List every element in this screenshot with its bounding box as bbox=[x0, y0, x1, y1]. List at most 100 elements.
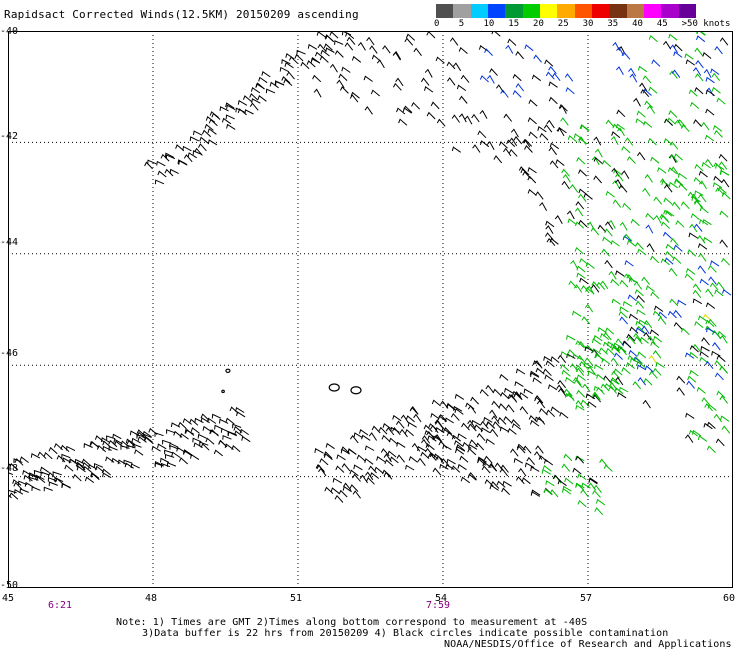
wind-barb bbox=[501, 487, 511, 496]
wind-barb bbox=[663, 184, 673, 193]
wind-barb bbox=[432, 467, 442, 476]
wind-barb bbox=[527, 117, 537, 125]
wind-barb bbox=[671, 201, 681, 210]
wind-barb bbox=[269, 81, 279, 89]
wind-barb bbox=[575, 483, 585, 491]
wind-barb bbox=[588, 477, 598, 485]
wind-barb bbox=[669, 141, 679, 150]
wind-barb bbox=[619, 279, 629, 288]
wind-barb bbox=[137, 436, 147, 443]
wind-barb bbox=[717, 330, 727, 338]
wind-barb bbox=[490, 481, 500, 489]
wind-barb bbox=[219, 106, 229, 112]
wind-barb bbox=[477, 130, 487, 139]
wind-barb bbox=[283, 78, 293, 86]
wind-barb bbox=[499, 468, 509, 477]
wind-barb bbox=[692, 283, 702, 292]
wind-barb bbox=[524, 145, 533, 153]
wind-barb bbox=[600, 383, 610, 392]
wind-barb bbox=[392, 51, 401, 61]
wind-barb bbox=[382, 45, 391, 54]
wind-barb bbox=[592, 489, 601, 498]
wind-barb bbox=[575, 201, 585, 210]
wind-barb bbox=[265, 88, 276, 94]
wind-barb bbox=[655, 361, 665, 368]
wind-barb bbox=[430, 412, 440, 420]
legend-label: 45 bbox=[656, 19, 668, 29]
wind-barb bbox=[390, 426, 400, 433]
wind-barb bbox=[691, 429, 702, 437]
wind-barb bbox=[237, 108, 247, 116]
wind-barb bbox=[341, 66, 351, 73]
wind-barb bbox=[184, 429, 194, 435]
wind-barb bbox=[687, 375, 697, 383]
wind-barb bbox=[567, 349, 577, 357]
wind-barb bbox=[334, 50, 344, 58]
wind-barb bbox=[643, 377, 653, 386]
wind-barb bbox=[626, 274, 635, 283]
wind-barb bbox=[480, 420, 489, 430]
wind-barb bbox=[677, 299, 687, 306]
wind-barb bbox=[718, 153, 728, 162]
wind-barb bbox=[575, 367, 585, 377]
wind-barb bbox=[645, 224, 654, 234]
wind-barb bbox=[510, 448, 519, 457]
legend-swatch bbox=[470, 4, 488, 18]
wind-barb bbox=[545, 220, 555, 228]
wind-barb bbox=[705, 89, 715, 97]
wind-barb bbox=[637, 248, 647, 256]
wind-barb bbox=[555, 159, 565, 166]
wind-barb bbox=[689, 223, 698, 233]
wind-barb bbox=[8, 472, 13, 476]
wind-barb bbox=[669, 44, 679, 54]
wind-barb bbox=[704, 360, 714, 370]
wind-barb bbox=[584, 303, 594, 313]
wind-barb bbox=[535, 367, 545, 375]
wind-barb bbox=[374, 466, 384, 474]
wind-barb bbox=[605, 119, 615, 128]
wind-barb bbox=[615, 270, 625, 277]
wind-barb bbox=[712, 342, 721, 351]
wind-barb bbox=[565, 376, 575, 384]
wind-barb bbox=[659, 178, 669, 187]
wind-barb bbox=[405, 33, 416, 41]
wind-barb bbox=[251, 98, 261, 104]
wind-barb bbox=[518, 166, 528, 174]
legend-swatch bbox=[522, 4, 540, 18]
wind-barb bbox=[713, 175, 723, 183]
wind-barb bbox=[549, 142, 559, 150]
wind-barb bbox=[698, 170, 708, 178]
wind-barb bbox=[462, 441, 472, 449]
wind-barb bbox=[19, 456, 29, 463]
x-tick-label: 45 bbox=[2, 593, 15, 604]
wind-barb bbox=[227, 431, 238, 437]
wind-barb bbox=[498, 403, 508, 411]
wind-barb bbox=[493, 155, 503, 164]
wind-barb bbox=[219, 418, 229, 424]
wind-barb bbox=[365, 477, 375, 485]
wind-barb bbox=[512, 390, 522, 398]
wind-barb bbox=[491, 31, 501, 37]
wind-barb bbox=[603, 332, 612, 341]
wind-barb bbox=[130, 463, 140, 469]
wind-barb bbox=[550, 406, 560, 414]
wind-barb bbox=[82, 465, 93, 473]
wind-barb bbox=[607, 219, 616, 229]
wind-barb bbox=[543, 124, 553, 133]
wind-barb bbox=[369, 45, 378, 54]
wind-barb bbox=[664, 257, 674, 265]
wind-barb bbox=[657, 167, 667, 174]
wind-barb bbox=[392, 82, 402, 91]
wind-barb bbox=[602, 375, 612, 384]
wind-barb bbox=[197, 433, 208, 439]
wind-barb bbox=[610, 240, 620, 247]
island-outlines bbox=[221, 368, 362, 395]
wind-barb bbox=[527, 175, 537, 184]
wind-barb bbox=[340, 448, 350, 455]
legend-swatch bbox=[609, 4, 627, 18]
wind-barb bbox=[457, 463, 467, 471]
wind-barb bbox=[345, 32, 355, 39]
wind-barb bbox=[446, 403, 456, 411]
wind-barb bbox=[325, 442, 335, 450]
wind-barb bbox=[84, 476, 95, 484]
